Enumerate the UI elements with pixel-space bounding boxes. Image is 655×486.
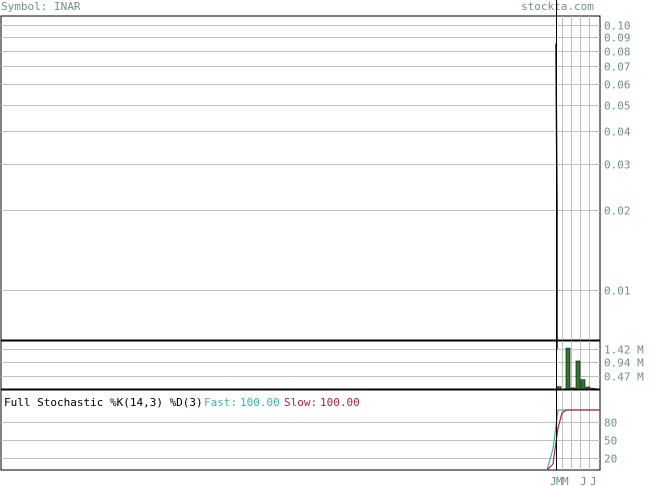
volume-bar [565,347,571,390]
x-tick-label: J [590,475,597,486]
symbol-label: Symbol: INAR [1,0,81,13]
slow-legend-label: Slow: [284,396,317,409]
x-tick-label: M [562,475,569,486]
volume-tick-label: 1.42 M [604,344,644,357]
price-tick-label: 0.07 [604,61,631,74]
stoch-tick-label: 80 [604,417,617,430]
stoch-tick-label: 50 [604,435,617,448]
volume-bar [575,360,581,390]
x-tick-label: J [580,475,587,486]
stoch-tick-label: 20 [604,453,617,466]
volume-bar [580,379,586,390]
site-link[interactable]: stockta.com [521,0,594,13]
volume-tick-label: 0.47 M [604,371,644,384]
price-tick-label: 0.09 [604,32,631,45]
price-tick-label: 0.06 [604,79,631,92]
x-tick-label: M [556,475,563,486]
price-tick-label: 0.02 [604,205,631,218]
price-tick-label: 0.03 [604,159,631,172]
stoch-title: Full Stochastic %K(14,3) %D(3) [4,396,203,409]
volume-bar [570,387,576,390]
volume-panel-frame [0,340,601,390]
price-tick-label: 0.10 [604,20,631,33]
price-panel-frame [0,15,601,341]
price-tick-label: 0.05 [604,100,631,113]
x-tick-label: J [550,475,557,486]
price-tick-label: 0.01 [604,285,631,298]
stochastic-panel-frame [0,389,601,471]
price-tick-label: 0.08 [604,46,631,59]
volume-bar [556,386,562,390]
volume-bar [585,386,591,390]
fast-legend-label: Fast: [204,396,237,409]
slow-legend-value: 100.00 [320,396,360,409]
fast-legend-value: 100.00 [240,396,280,409]
price-tick-label: 0.04 [604,126,631,139]
slow-line [546,409,600,471]
volume-tick-label: 0.94 M [604,357,644,370]
volume-bar [590,388,596,390]
